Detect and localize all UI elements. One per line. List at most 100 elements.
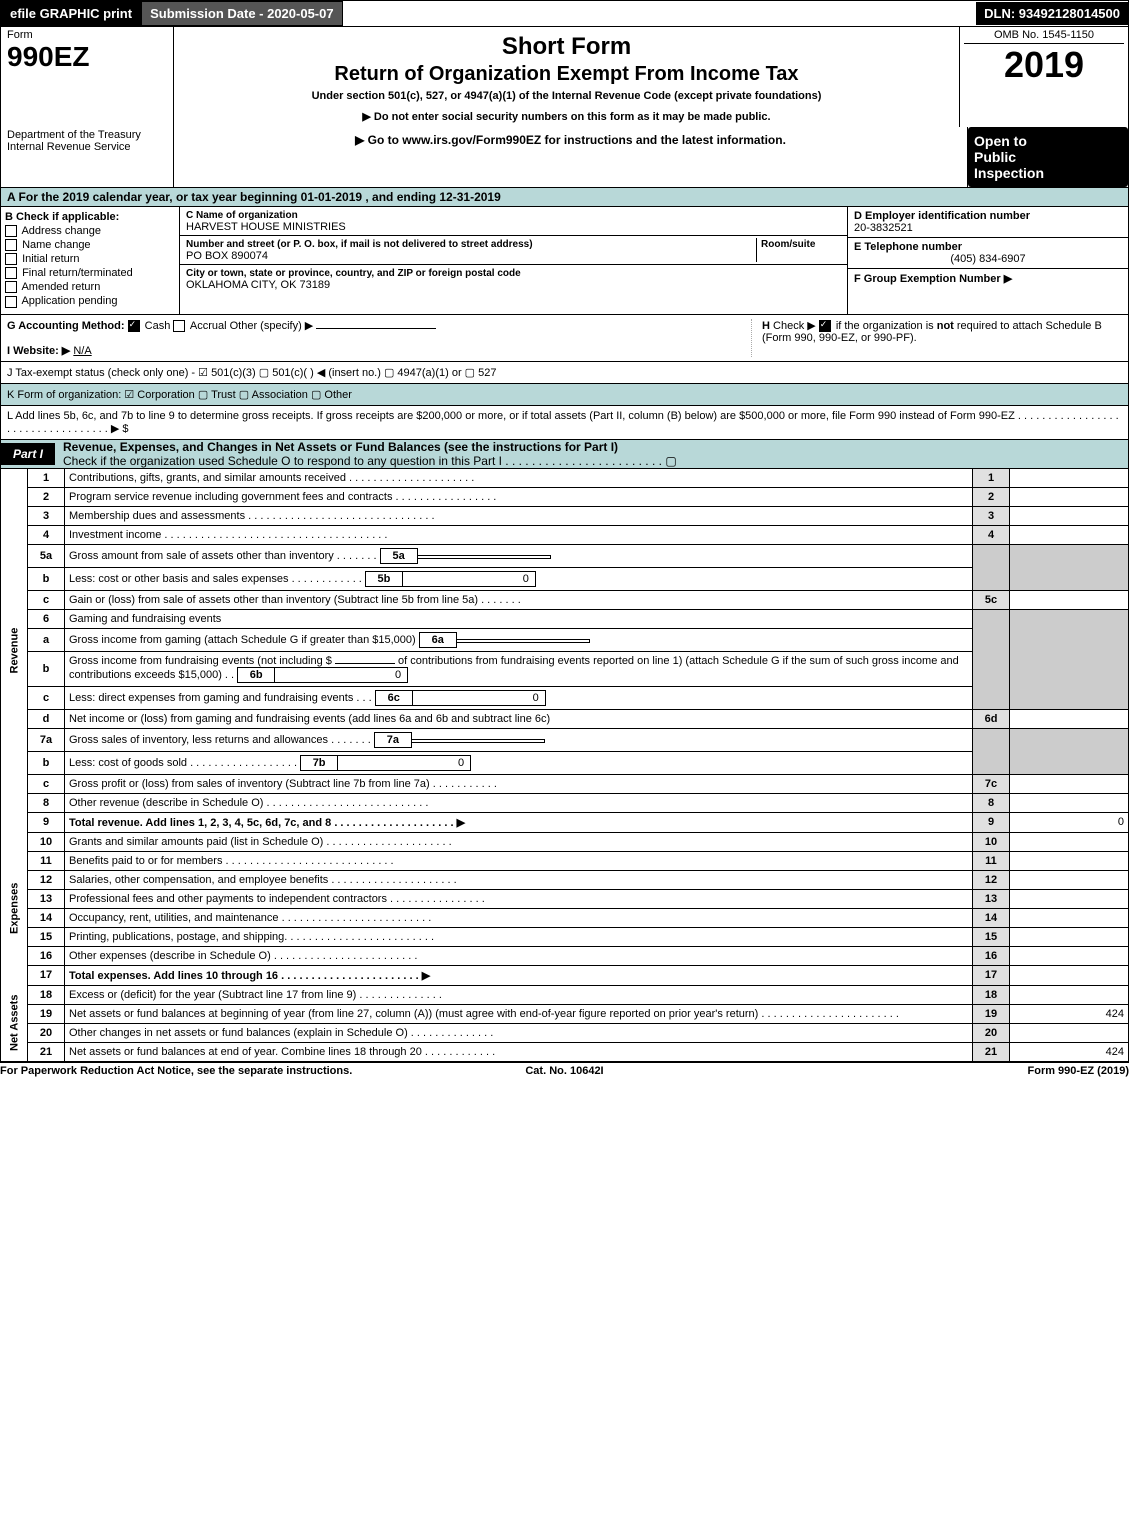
- section-d-e-f: D Employer identification number 20-3832…: [848, 207, 1128, 314]
- line-6a-desc: Gross income from gaming (attach Schedul…: [65, 628, 973, 651]
- top-bar: efile GRAPHIC print Submission Date - 20…: [0, 0, 1129, 27]
- row-j: J Tax-exempt status (check only one) - ☑…: [0, 362, 1129, 384]
- g-accrual-check[interactable]: [173, 320, 185, 332]
- ein-value: 20-3832521: [854, 222, 913, 234]
- line-15-desc: Printing, publications, postage, and shi…: [65, 927, 973, 946]
- line-5b-desc: Less: cost or other basis and sales expe…: [65, 567, 973, 590]
- page-footer: For Paperwork Reduction Act Notice, see …: [0, 1062, 1129, 1077]
- c-name-label: C Name of organization: [186, 210, 298, 221]
- subtitle: Under section 501(c), 527, or 4947(a)(1)…: [184, 90, 949, 102]
- line-19-amt: 424: [1010, 1004, 1129, 1023]
- city-value: OKLAHOMA CITY, OK 73189: [186, 279, 330, 291]
- part1-header: Part I Revenue, Expenses, and Changes in…: [0, 440, 1129, 469]
- row-l: L Add lines 5b, 6c, and 7b to line 9 to …: [0, 406, 1129, 440]
- line-6b-desc: Gross income from fundraising events (no…: [65, 651, 973, 686]
- line-9-amt: 0: [1010, 812, 1129, 832]
- part1-tag: Part I: [1, 443, 55, 465]
- line-8-desc: Other revenue (describe in Schedule O) .…: [65, 793, 973, 812]
- expenses-section-label: Expenses: [1, 832, 28, 985]
- line-7b-desc: Less: cost of goods sold . . . . . . . .…: [65, 751, 973, 774]
- dln-badge: DLN: 93492128014500: [976, 2, 1128, 25]
- part1-checknote: Check if the organization used Schedule …: [63, 454, 677, 468]
- b-title: B Check if applicable:: [5, 211, 175, 223]
- short-form-title: Short Form: [184, 33, 949, 61]
- b-opt-address[interactable]: Address change: [5, 225, 175, 237]
- section-b-checkboxes: B Check if applicable: Address change Na…: [1, 207, 180, 314]
- line-2-desc: Program service revenue including govern…: [65, 487, 973, 506]
- phone-label: E Telephone number: [854, 241, 962, 253]
- open-to-public-badge: Open to Public Inspection: [968, 127, 1128, 187]
- form-header: Form 990EZ Short Form Return of Organiza…: [0, 27, 1129, 127]
- line-18-desc: Excess or (deficit) for the year (Subtra…: [65, 985, 973, 1004]
- efile-print-button[interactable]: efile GRAPHIC print: [1, 1, 141, 26]
- dept-row: Department of the Treasury Internal Reve…: [0, 127, 1129, 188]
- ln-1: 1: [28, 469, 65, 488]
- line-1-desc: Contributions, gifts, grants, and simila…: [65, 469, 973, 488]
- line-5c-desc: Gain or (loss) from sale of assets other…: [65, 590, 973, 609]
- line-10-desc: Grants and similar amounts paid (list in…: [65, 832, 973, 851]
- ln-1-box: 1: [973, 469, 1010, 488]
- entity-info-block: B Check if applicable: Address change Na…: [0, 207, 1129, 315]
- row-k: K Form of organization: ☑ Corporation ▢ …: [0, 384, 1129, 406]
- street-label: Number and street (or P. O. box, if mail…: [186, 239, 533, 250]
- line-19-desc: Net assets or fund balances at beginning…: [65, 1004, 973, 1023]
- h-check[interactable]: [819, 320, 831, 332]
- revenue-section-label: Revenue: [1, 469, 28, 833]
- tax-year: 2019: [964, 44, 1124, 86]
- line-6c-desc: Less: direct expenses from gaming and fu…: [65, 686, 973, 709]
- line-7a-desc: Gross sales of inventory, less returns a…: [65, 728, 973, 751]
- ssn-warning: ▶ Do not enter social security numbers o…: [184, 110, 949, 123]
- line-17-desc: Total expenses. Add lines 10 through 16 …: [65, 965, 973, 985]
- line-7c-desc: Gross profit or (loss) from sales of inv…: [65, 774, 973, 793]
- goto-link-row: ▶ Go to www.irs.gov/Form990EZ for instru…: [174, 127, 968, 187]
- form-title-block: Short Form Return of Organization Exempt…: [174, 27, 960, 127]
- footer-left: For Paperwork Reduction Act Notice, see …: [0, 1065, 376, 1077]
- room-label: Room/suite: [761, 239, 815, 250]
- form-label: Form: [7, 29, 167, 41]
- footer-cat-no: Cat. No. 10642I: [376, 1065, 752, 1077]
- line-9-desc: Total revenue. Add lines 1, 2, 3, 4, 5c,…: [65, 812, 973, 832]
- city-label: City or town, state or province, country…: [186, 268, 521, 279]
- i-label: I Website: ▶: [7, 345, 70, 357]
- b-opt-pending[interactable]: Application pending: [5, 295, 175, 307]
- b-opt-name[interactable]: Name change: [5, 239, 175, 251]
- main-title: Return of Organization Exempt From Incom…: [184, 63, 949, 86]
- g-other-input[interactable]: [316, 328, 436, 329]
- g-label: G Accounting Method:: [7, 320, 125, 332]
- line-16-desc: Other expenses (describe in Schedule O) …: [65, 946, 973, 965]
- submission-date-badge: Submission Date - 2020-05-07: [141, 1, 343, 26]
- line-6-desc: Gaming and fundraising events: [65, 609, 973, 628]
- line-13-desc: Professional fees and other payments to …: [65, 889, 973, 908]
- dept-treasury: Department of the Treasury Internal Reve…: [1, 127, 174, 187]
- part1-title: Revenue, Expenses, and Changes in Net As…: [63, 440, 618, 454]
- line-20-desc: Other changes in net assets or fund bala…: [65, 1023, 973, 1042]
- g-cash-check[interactable]: [128, 320, 140, 332]
- form-number: 990EZ: [7, 41, 167, 73]
- line-14-desc: Occupancy, rent, utilities, and maintena…: [65, 908, 973, 927]
- ein-label: D Employer identification number: [854, 210, 1030, 222]
- line-12-desc: Salaries, other compensation, and employ…: [65, 870, 973, 889]
- group-exemption-label: F Group Exemption Number ▶: [854, 273, 1012, 285]
- open-public-cell: Open to Public Inspection: [968, 127, 1128, 187]
- org-name: HARVEST HOUSE MINISTRIES: [186, 221, 346, 233]
- line-3-desc: Membership dues and assessments . . . . …: [65, 506, 973, 525]
- line-6d-desc: Net income or (loss) from gaming and fun…: [65, 709, 973, 728]
- website-value: N/A: [73, 345, 91, 357]
- line-21-amt: 424: [1010, 1042, 1129, 1061]
- form-id-block: Form 990EZ: [1, 27, 174, 127]
- line-21-desc: Net assets or fund balances at end of ye…: [65, 1042, 973, 1061]
- b-opt-initial[interactable]: Initial return: [5, 253, 175, 265]
- omb-number: OMB No. 1545-1150: [964, 29, 1124, 44]
- line-1-amt: [1010, 469, 1129, 488]
- period-a-row: A For the 2019 calendar year, or tax yea…: [0, 188, 1129, 207]
- section-c-address: C Name of organization HARVEST HOUSE MIN…: [180, 207, 848, 314]
- year-block: OMB No. 1545-1150 2019: [960, 27, 1128, 127]
- h-check-text: H Check ▶ if the organization is not req…: [751, 319, 1122, 357]
- b-opt-final[interactable]: Final return/terminated: [5, 267, 175, 279]
- footer-form-ref: Form 990-EZ (2019): [753, 1065, 1129, 1077]
- street-value: PO BOX 890074: [186, 250, 268, 262]
- phone-value: (405) 834-6907: [854, 253, 1122, 265]
- line-5a-desc: Gross amount from sale of assets other t…: [65, 544, 973, 567]
- b-opt-amended[interactable]: Amended return: [5, 281, 175, 293]
- row-g-h: G Accounting Method: Cash Accrual Other …: [0, 315, 1129, 362]
